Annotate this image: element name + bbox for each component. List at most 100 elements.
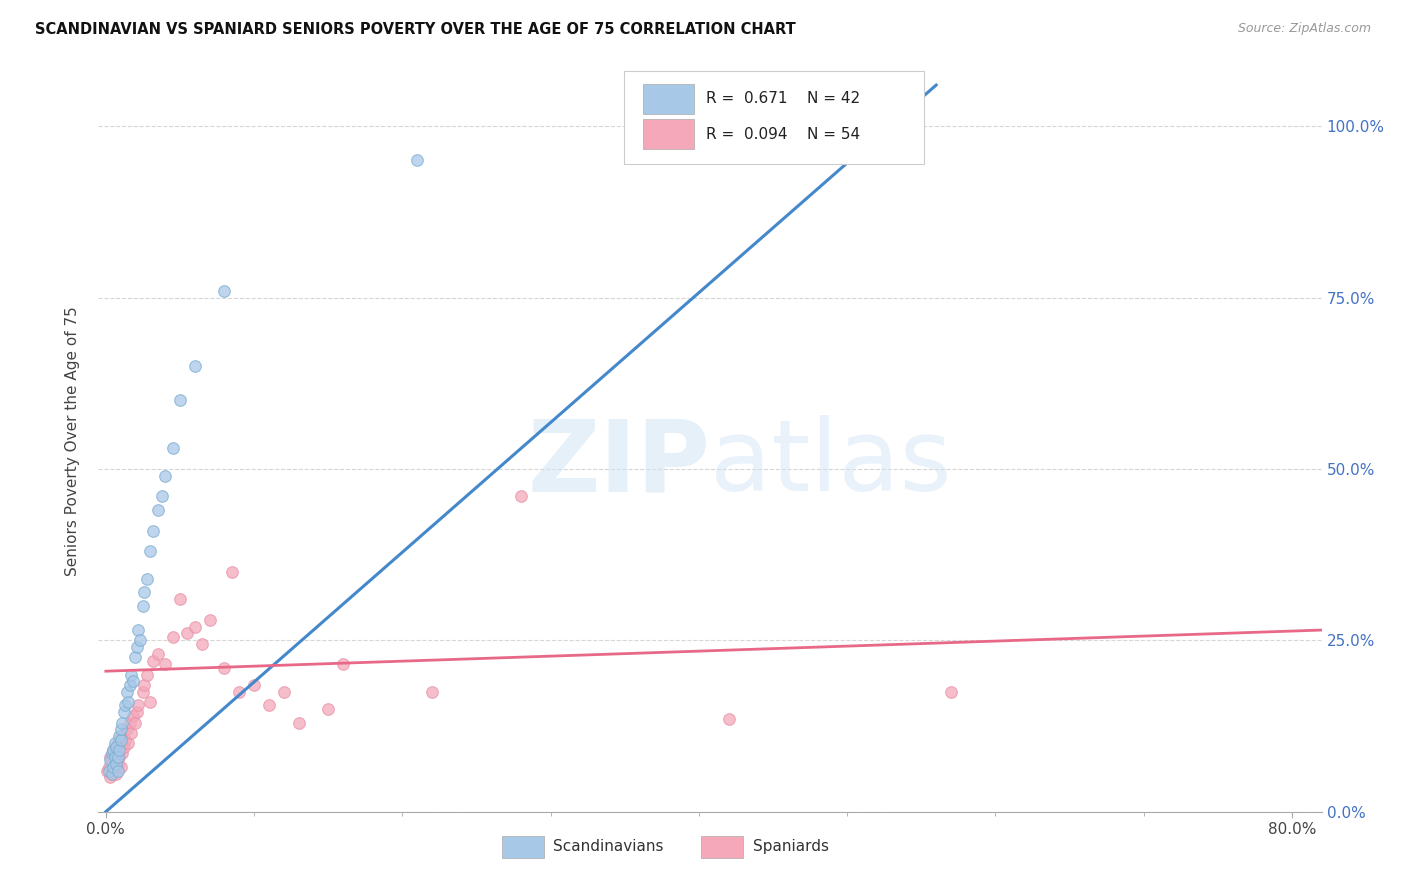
Text: Spaniards: Spaniards xyxy=(752,839,830,855)
Point xyxy=(124,715,146,730)
Point xyxy=(132,685,155,699)
Point xyxy=(146,503,169,517)
Point xyxy=(134,678,156,692)
Point xyxy=(142,654,165,668)
FancyBboxPatch shape xyxy=(624,71,924,164)
Point xyxy=(103,764,125,778)
Point xyxy=(124,650,146,665)
Point xyxy=(114,732,136,747)
Point xyxy=(316,702,339,716)
Point xyxy=(114,698,136,713)
Point xyxy=(118,715,141,730)
Point xyxy=(162,442,184,456)
Point xyxy=(150,489,173,503)
Point xyxy=(100,753,122,767)
Point xyxy=(115,685,138,699)
FancyBboxPatch shape xyxy=(643,84,695,113)
Point xyxy=(243,678,266,692)
Point xyxy=(257,698,280,713)
Point xyxy=(108,729,131,743)
Point xyxy=(184,359,207,373)
Point xyxy=(939,685,962,699)
Point xyxy=(146,647,169,661)
Point xyxy=(112,739,135,754)
Point xyxy=(98,750,121,764)
Point xyxy=(100,747,122,761)
Point xyxy=(127,623,149,637)
Point xyxy=(108,750,131,764)
Text: atlas: atlas xyxy=(710,416,952,512)
Point xyxy=(406,153,429,168)
Point xyxy=(98,753,121,767)
Point xyxy=(118,678,141,692)
Point xyxy=(105,767,128,781)
Point xyxy=(717,712,740,726)
Point xyxy=(332,657,354,672)
Point xyxy=(184,619,207,633)
Point xyxy=(105,756,128,771)
Point xyxy=(115,723,138,737)
Point xyxy=(107,750,129,764)
FancyBboxPatch shape xyxy=(702,836,742,857)
Point xyxy=(125,706,148,720)
Point xyxy=(100,767,122,781)
Point xyxy=(107,736,129,750)
Point xyxy=(105,739,128,754)
Point xyxy=(111,715,134,730)
Point xyxy=(287,715,309,730)
Point xyxy=(107,764,129,778)
Point xyxy=(198,613,221,627)
Point xyxy=(103,743,125,757)
Point xyxy=(214,284,236,298)
Point xyxy=(108,743,131,757)
Point xyxy=(221,565,243,579)
Point xyxy=(104,756,127,771)
Point xyxy=(134,585,156,599)
Point xyxy=(120,667,142,681)
Text: R =  0.671    N = 42: R = 0.671 N = 42 xyxy=(706,91,860,106)
Point xyxy=(273,685,295,699)
Point xyxy=(110,729,132,743)
Point xyxy=(104,750,127,764)
Point xyxy=(103,760,125,774)
Point xyxy=(710,119,733,133)
Point xyxy=(112,706,135,720)
Point xyxy=(104,747,127,761)
Point xyxy=(117,695,139,709)
Point xyxy=(105,739,128,754)
Point xyxy=(97,760,120,774)
Point xyxy=(110,760,132,774)
Point xyxy=(142,524,165,538)
Text: Scandinavians: Scandinavians xyxy=(554,839,664,855)
Point xyxy=(96,764,118,778)
Point xyxy=(136,667,159,681)
Point xyxy=(132,599,155,613)
Point xyxy=(97,764,120,778)
Point xyxy=(214,661,236,675)
Point xyxy=(153,468,176,483)
Text: SCANDINAVIAN VS SPANIARD SENIORS POVERTY OVER THE AGE OF 75 CORRELATION CHART: SCANDINAVIAN VS SPANIARD SENIORS POVERTY… xyxy=(35,22,796,37)
Point xyxy=(153,657,176,672)
Point xyxy=(110,732,132,747)
Point xyxy=(125,640,148,655)
Point xyxy=(121,674,143,689)
Point xyxy=(117,736,139,750)
Point xyxy=(107,756,129,771)
Point xyxy=(120,726,142,740)
Point xyxy=(103,743,125,757)
Text: Source: ZipAtlas.com: Source: ZipAtlas.com xyxy=(1237,22,1371,36)
Y-axis label: Seniors Poverty Over the Age of 75: Seniors Poverty Over the Age of 75 xyxy=(65,307,80,576)
Point xyxy=(100,767,122,781)
Point xyxy=(104,736,127,750)
Point xyxy=(121,708,143,723)
Point xyxy=(420,685,443,699)
Point xyxy=(111,747,134,761)
Text: R =  0.094    N = 54: R = 0.094 N = 54 xyxy=(706,127,860,142)
Point xyxy=(127,698,149,713)
Text: ZIP: ZIP xyxy=(527,416,710,512)
Point xyxy=(139,544,162,558)
FancyBboxPatch shape xyxy=(643,120,695,149)
Point xyxy=(169,592,191,607)
FancyBboxPatch shape xyxy=(502,836,544,857)
Point xyxy=(162,630,184,644)
